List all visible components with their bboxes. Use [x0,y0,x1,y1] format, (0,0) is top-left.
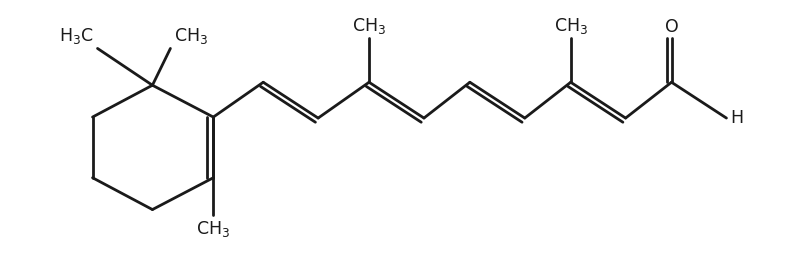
Text: CH$_3$: CH$_3$ [174,26,209,47]
Text: CH$_3$: CH$_3$ [554,16,588,36]
Text: CH$_3$: CH$_3$ [352,16,386,36]
Text: H: H [730,109,743,127]
Text: O: O [665,17,678,35]
Text: H$_3$C: H$_3$C [59,26,94,47]
Text: CH$_3$: CH$_3$ [196,218,230,238]
